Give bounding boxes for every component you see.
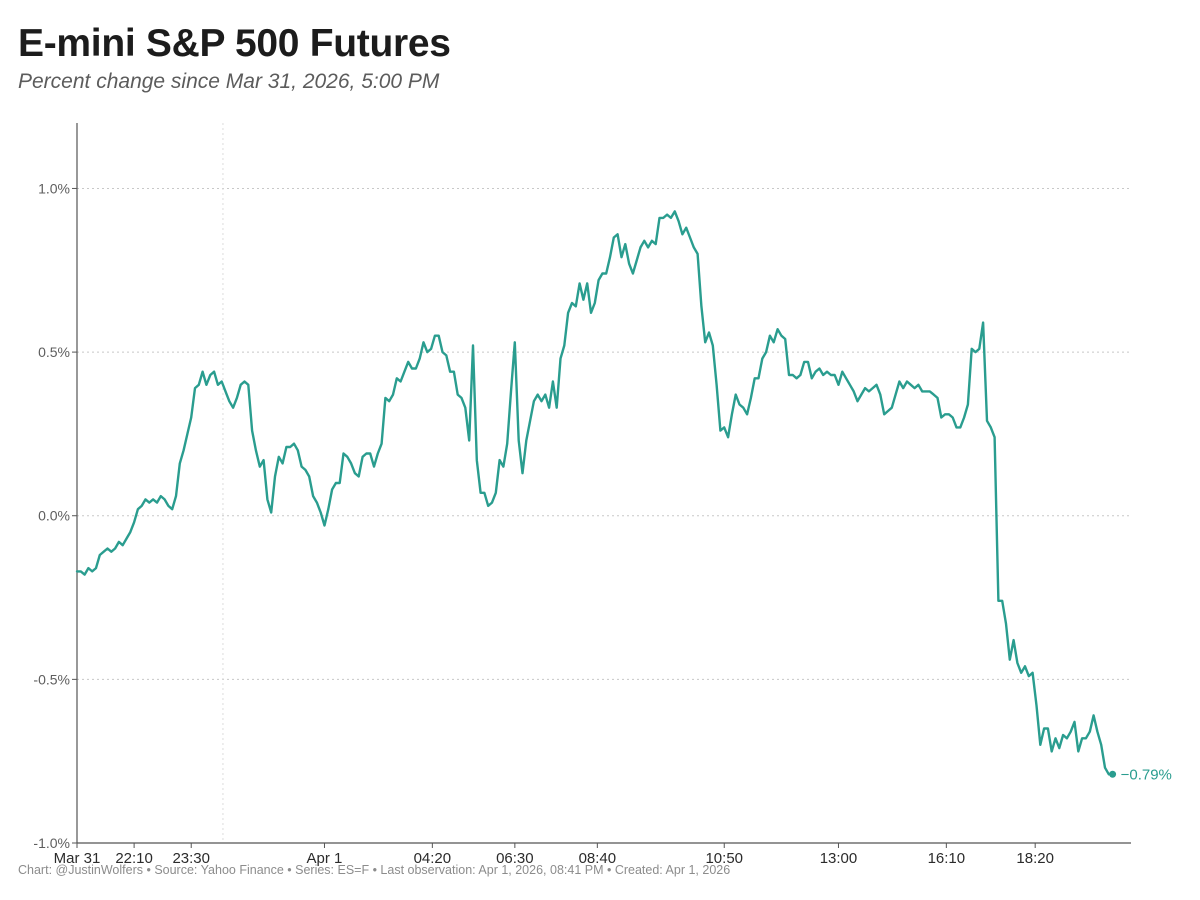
x-tick-label: 16:10 <box>928 850 966 867</box>
x-tick-label: 06:30 <box>496 850 534 867</box>
y-tick-label: -1.0% <box>33 835 70 851</box>
chart-subtitle: Percent change since Mar 31, 2026, 5:00 … <box>18 70 440 93</box>
y-tick-label: -0.5% <box>33 671 70 687</box>
series-layer: −0.79% <box>75 210 1172 783</box>
x-tick-label: 10:50 <box>705 850 743 867</box>
series-line-es-f <box>75 210 1114 776</box>
x-tick-label: Mar 31 <box>54 850 101 867</box>
x-tick-label: 04:20 <box>414 850 452 867</box>
x-tick-label: 08:40 <box>579 850 617 867</box>
x-tick-label: 18:20 <box>1016 850 1054 867</box>
x-tick-label: 13:00 <box>820 850 858 867</box>
gridlines <box>77 123 1131 843</box>
x-axis-ticks: Mar 31 22:10 23:30 Apr 1 04:20 06:30 08:40 10:5… <box>54 843 1054 867</box>
y-tick-label: 0.0% <box>38 508 70 524</box>
chart-footer: Chart: @JustinWolfers • Source: Yahoo Fi… <box>18 863 731 877</box>
y-tick-label: 0.5% <box>38 344 70 360</box>
end-value-label: −0.79% <box>1121 766 1172 783</box>
y-tick-label: 1.0% <box>38 180 70 196</box>
end-point-marker <box>1109 770 1117 778</box>
y-axis-ticks: -1.0% -0.5% 0.0% 0.5% 1.0% <box>33 180 77 851</box>
chart-title: E-mini S&P 500 Futures <box>18 22 451 65</box>
x-tick-label: 23:30 <box>172 850 210 867</box>
x-tick-label: Apr 1 <box>307 850 343 867</box>
x-tick-label: 22:10 <box>115 850 153 867</box>
axes <box>76 123 1131 844</box>
